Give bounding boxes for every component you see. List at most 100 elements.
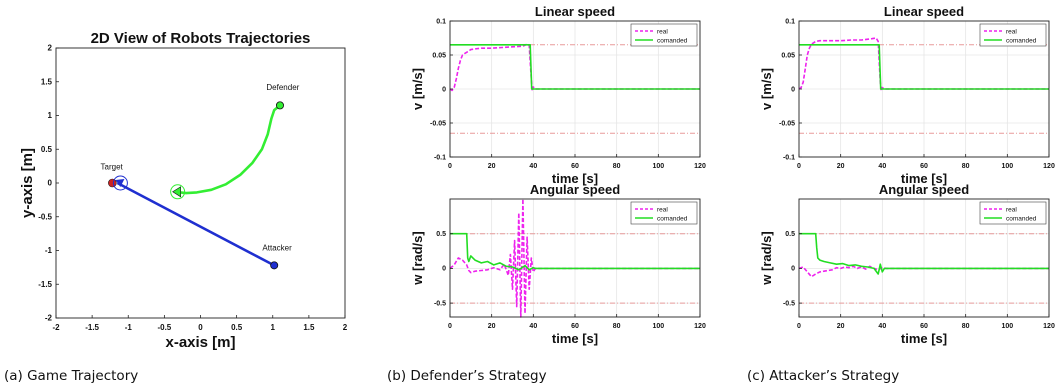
caption-defender-strategy: (b) Defender’s Strategy [387, 368, 547, 384]
annotation-defender: Defender [266, 83, 299, 92]
x-axis-label: time [s] [552, 331, 598, 346]
x-tick-label: 40 [878, 323, 886, 330]
x-tick-label: -1 [125, 323, 133, 332]
x-tick-label: 120 [694, 163, 706, 170]
y-axis-label: w [rad/s] [759, 231, 774, 285]
annotation-attacker: Attacker [262, 244, 292, 253]
chart-title: Angular speed [530, 182, 620, 197]
legend-label-comanded: comanded [1006, 38, 1037, 45]
y-tick-label: 0.1 [436, 18, 446, 25]
defender-capture-ring [170, 184, 186, 200]
x-tick-label: 100 [1001, 323, 1013, 330]
x-tick-label: -2 [52, 323, 60, 332]
x-tick-label: 40 [529, 323, 537, 330]
caption-attacker-strategy: (c) Attacker’s Strategy [747, 368, 900, 384]
x-tick-label: 1 [271, 323, 276, 332]
x-tick-label: -1.5 [85, 323, 99, 332]
y-tick-label: 0 [791, 266, 795, 273]
y-tick-label: -1 [45, 246, 53, 255]
chart-b-angular: 0 20 40 60 80 100 120 -0.5 0 0.5 Angular speed time… [410, 182, 706, 346]
legend-label-comanded: comanded [657, 38, 688, 45]
x-tick-label: 1.5 [303, 323, 315, 332]
chart-b-linear: 0 20 40 60 80 100 120 -0.1 -0.05 0 0.05 0.1 Linear s… [410, 4, 706, 186]
series-line-real [449, 198, 700, 318]
series-line-comanded [450, 43, 700, 90]
y-tick-label: -0.5 [434, 300, 446, 307]
y-tick-label: -1.5 [38, 280, 52, 289]
x-axis-label: time [s] [901, 171, 947, 186]
chart-title: Linear speed [535, 4, 615, 19]
x-tick-label: 80 [613, 323, 621, 330]
y-tick-label: -0.1 [434, 154, 446, 161]
x-tick-label: 60 [920, 163, 928, 170]
chart-traj: -2 -1.5 -1 -0.5 0 0.5 1 1.5 2 -2 -1.5 -1 -0.5 0 0.5 1 1.… [19, 30, 348, 351]
chart-title: Linear speed [884, 4, 964, 19]
y-axis-label: v [m/s] [410, 68, 425, 110]
chart-c-angular: 0 20 40 60 80 100 120 -0.5 0 0.5 Angular speed time… [759, 182, 1055, 346]
x-tick-label: 60 [571, 323, 579, 330]
annotation-target: Target [101, 163, 124, 172]
x-tick-label: 0 [448, 163, 452, 170]
x-axis-label: time [s] [552, 171, 598, 186]
axes-frame [55, 47, 346, 319]
series-line-real [798, 265, 1049, 278]
y-tick-label: 0.5 [785, 231, 795, 238]
y-axis-label: y-axis [m] [19, 148, 36, 218]
x-tick-label: 20 [488, 323, 496, 330]
x-tick-label: 0 [797, 323, 801, 330]
y-tick-label: 0 [791, 86, 795, 93]
x-axis-label: time [s] [901, 331, 947, 346]
y-tick-label: -2 [45, 314, 53, 323]
x-tick-label: 2 [343, 323, 348, 332]
x-tick-label: 0 [198, 323, 203, 332]
legend-label-real: real [1006, 29, 1017, 36]
y-tick-label: 0 [48, 179, 53, 188]
figure-canvas: -2 -1.5 -1 -0.5 0 0.5 1 1.5 2 -2 -1.5 -1 -0.5 0 0.5 1 1.… [19, 4, 1055, 351]
x-tick-label: 0.5 [231, 323, 243, 332]
y-tick-label: -0.1 [783, 154, 795, 161]
legend: real comanded [630, 23, 698, 47]
legend: real comanded [630, 201, 698, 225]
series-line-comanded [450, 232, 700, 271]
y-tick-label: 0 [442, 266, 446, 273]
x-tick-label: 120 [694, 323, 706, 330]
y-tick-label: -0.5 [38, 212, 52, 221]
y-tick-label: 0 [442, 86, 446, 93]
y-tick-label: -0.5 [783, 300, 795, 307]
x-tick-label: 120 [1043, 323, 1055, 330]
series-line-defender [176, 104, 281, 195]
x-tick-label: 0 [797, 163, 801, 170]
defender-start-marker [275, 101, 284, 110]
y-axis-label: w [rad/s] [410, 231, 425, 285]
legend-label-comanded: comanded [657, 216, 688, 223]
x-tick-label: 120 [1043, 163, 1055, 170]
series-line-comanded [799, 232, 1049, 275]
attacker-capture-ring [112, 175, 128, 191]
chart-title: Angular speed [879, 182, 969, 197]
attacker-heading-arrow [115, 179, 125, 187]
y-tick-label: 0.5 [41, 145, 53, 154]
x-tick-label: 80 [962, 323, 970, 330]
x-tick-label: 80 [613, 163, 621, 170]
y-axis-label: v [m/s] [759, 68, 774, 110]
x-tick-label: 100 [1001, 163, 1013, 170]
y-tick-label: 0.05 [781, 52, 795, 59]
y-tick-label: 2 [48, 44, 53, 53]
y-tick-label: 1 [48, 111, 53, 120]
x-axis-label: x-axis [m] [165, 334, 235, 351]
x-tick-label: 20 [837, 323, 845, 330]
x-tick-label: 60 [571, 163, 579, 170]
legend: real comanded [979, 201, 1047, 225]
x-tick-label: -0.5 [157, 323, 171, 332]
x-tick-label: 60 [920, 323, 928, 330]
y-tick-label: 0.5 [436, 231, 446, 238]
series-line-attacker [116, 181, 275, 267]
series-line-comanded [799, 43, 1049, 90]
chart-c-linear: 0 20 40 60 80 100 120 -0.1 -0.05 0 0.05 0.1 Linear s… [759, 4, 1055, 186]
attacker-start-marker [270, 261, 279, 270]
x-tick-label: 20 [488, 163, 496, 170]
y-tick-label: -0.05 [779, 120, 795, 127]
target-marker [108, 178, 117, 188]
legend-label-real: real [1006, 207, 1017, 214]
legend-label-real: real [657, 29, 668, 36]
